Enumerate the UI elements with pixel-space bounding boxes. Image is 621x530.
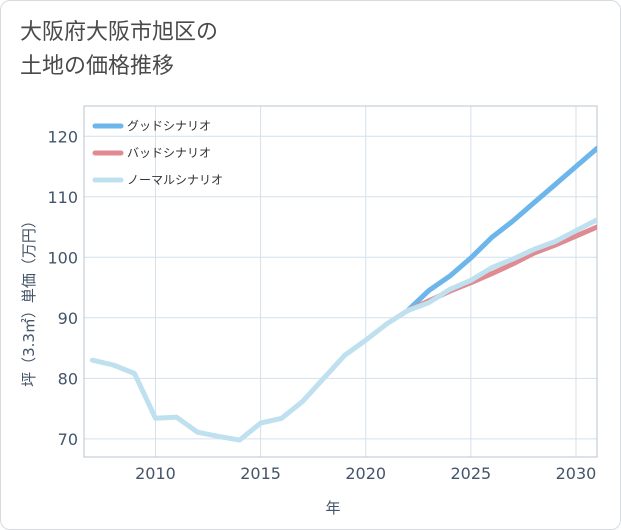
series-line-2 (89, 217, 597, 443)
chart-title: 大阪府大阪市旭区の 土地の価格推移 (20, 16, 218, 84)
y-axis-label: 坪（3.3㎡）単価（万円） (20, 213, 38, 387)
series-lines (89, 145, 597, 443)
y-axis-ticks: 70 80 90 100 110 120 (47, 127, 78, 449)
x-tick-label: 2030 (556, 464, 597, 483)
x-tick-label: 2010 (135, 464, 176, 483)
x-axis-ticks: 2010 2015 2020 2025 2030 (135, 464, 596, 483)
y-tick-label: 110 (47, 188, 78, 207)
y-tick-label: 90 (58, 309, 78, 328)
x-tick-label: 2015 (240, 464, 281, 483)
x-axis-label: 年 (325, 499, 340, 517)
chart-title-line-2: 土地の価格推移 (20, 54, 175, 79)
plot-area-frame (83, 105, 598, 458)
chart-title-line-1: 大阪府大阪市旭区の (20, 20, 219, 45)
legend-label: グッドシナリオ (127, 119, 211, 133)
y-tick-label: 80 (58, 369, 78, 388)
x-tick-label: 2025 (450, 464, 491, 483)
legend-label: ノーマルシナリオ (127, 173, 223, 187)
x-tick-label: 2020 (345, 464, 386, 483)
legend-label: バッドシナリオ (127, 146, 211, 160)
y-tick-label: 100 (47, 248, 78, 267)
series-line-0 (405, 145, 597, 313)
y-tick-label: 120 (47, 127, 78, 146)
y-tick-label: 70 (58, 430, 78, 449)
